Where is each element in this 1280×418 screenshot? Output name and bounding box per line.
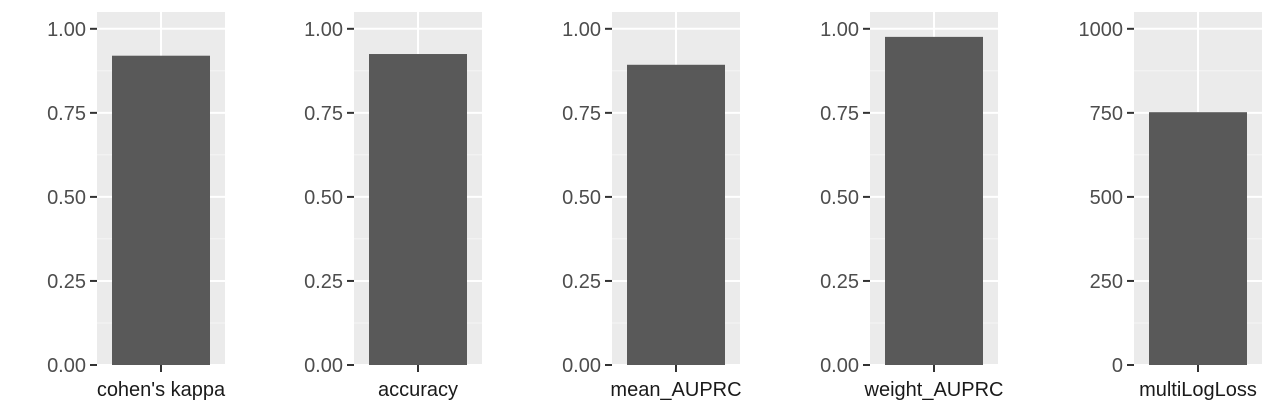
- y-tick-label: 1.00: [304, 19, 343, 41]
- y-tick-label: 0.00: [820, 355, 859, 377]
- y-tick-label: 1000: [1079, 19, 1124, 41]
- y-tick-label: 0.25: [304, 271, 343, 293]
- y-tick-label: 250: [1090, 271, 1123, 293]
- chart-panel-1: 0.00 0.25 0.50 0.75 1.00 cohen's kappa: [47, 12, 226, 401]
- y-tick-label: 0.50: [562, 187, 601, 209]
- x-category-label: cohen's kappa: [97, 379, 226, 401]
- y-tick-label: 0.50: [820, 187, 859, 209]
- y-tick-label: 0.00: [562, 355, 601, 377]
- x-category-label: weight_AUPRC: [864, 379, 1004, 401]
- y-tick-label: 0.75: [304, 103, 343, 125]
- x-category-label: multiLogLoss: [1139, 379, 1257, 401]
- y-tick-label: 0.25: [47, 271, 86, 293]
- y-tick-label: 750: [1090, 103, 1123, 125]
- bar-cohen-s-kappa: [112, 55, 210, 365]
- bar-accuracy: [369, 54, 467, 366]
- chart-panel-2: 0.00 0.25 0.50 0.75 1.00 accuracy: [304, 12, 482, 401]
- x-category-label: accuracy: [378, 379, 458, 401]
- y-tick-label: 1.00: [562, 19, 601, 41]
- y-tick-label: 0.75: [47, 103, 86, 125]
- y-tick-label: 1.00: [820, 19, 859, 41]
- x-category-label: mean_AUPRC: [610, 379, 741, 401]
- y-tick-label: 1.00: [47, 19, 86, 41]
- y-tick-label: 0.00: [304, 355, 343, 377]
- chart-panel-3: 0.00 0.25 0.50 0.75 1.00 mean_AUPRC: [562, 12, 742, 401]
- y-tick-label: 500: [1090, 187, 1123, 209]
- y-tick-label: 0.75: [562, 103, 601, 125]
- y-tick-label: 0.50: [47, 187, 86, 209]
- bar-mean-auprc: [627, 64, 725, 365]
- chart-panel-4: 0.00 0.25 0.50 0.75 1.00 weight_AUPRC: [820, 12, 1003, 401]
- y-tick-label: 0.50: [304, 187, 343, 209]
- bar-multilogloss: [1149, 112, 1247, 366]
- bar-weight-auprc: [885, 36, 983, 366]
- chart-panel-5: 0 250 500 750 1000 multiLogLoss: [1079, 12, 1262, 401]
- y-tick-label: 0.75: [820, 103, 859, 125]
- y-tick-label: 0.25: [820, 271, 859, 293]
- y-tick-label: 0: [1112, 355, 1123, 377]
- y-tick-label: 0.25: [562, 271, 601, 293]
- y-tick-label: 0.00: [47, 355, 86, 377]
